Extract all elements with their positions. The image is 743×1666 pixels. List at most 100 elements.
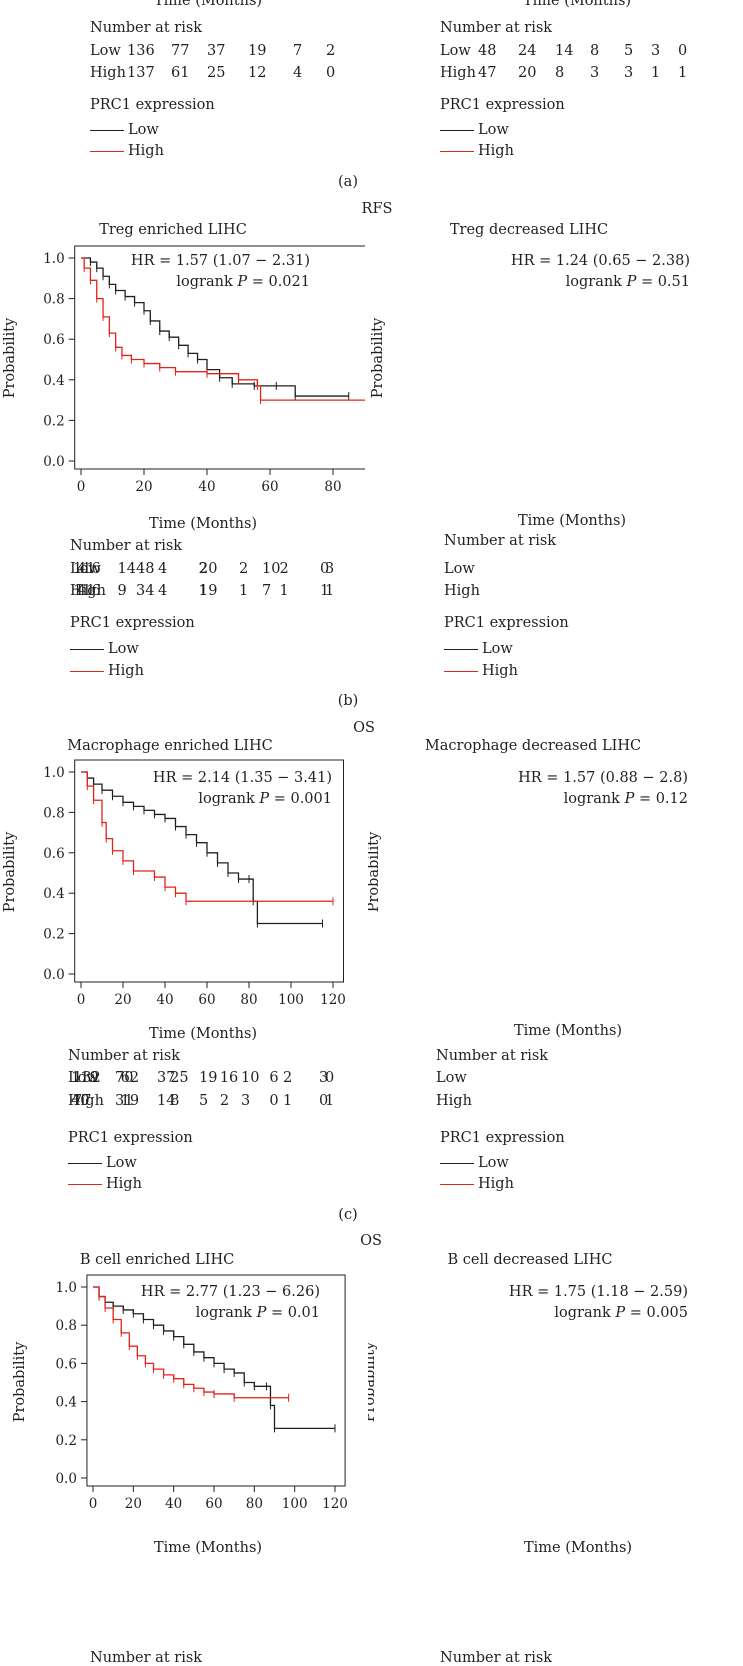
risk-cell: 41 <box>77 583 96 599</box>
risk-cell: 14 <box>555 43 574 59</box>
x-tick-label: 120 <box>322 1496 348 1512</box>
risk-cell: 8 <box>170 1093 180 1109</box>
row-label: High <box>444 583 480 599</box>
legend-swatch-high <box>70 671 104 672</box>
risk-cell: 24 <box>518 43 537 59</box>
legend-label: High <box>108 663 144 679</box>
km-chart-bcell-decreased: B cell decreased LIHC HR = 1.75 (1.18 − 2… <box>368 1252 688 1422</box>
y-tick-label: 0.2 <box>43 413 64 429</box>
risk-cell: 31 <box>115 1093 134 1109</box>
section-title: RFS <box>361 201 393 217</box>
panel-label-a: (a) <box>338 174 358 190</box>
legend-swatch-high <box>444 671 478 672</box>
legend-swatch-low <box>90 130 124 131</box>
risk-cell: 61 <box>171 65 190 81</box>
number-at-risk-heading: Number at risk <box>440 20 553 36</box>
y-tick-label: 0.4 <box>43 373 64 389</box>
legend-label: High <box>482 663 518 679</box>
y-tick-label: 0.0 <box>55 1471 76 1487</box>
y-tick-label: 0.6 <box>43 332 64 348</box>
plot-frame <box>86 1274 346 1487</box>
km-chart-treg-decreased: Treg decreased LIHC HR = 1.24 (0.65 − 2.3… <box>370 222 690 398</box>
risk-cell: 4 <box>158 583 168 599</box>
risk-cell: 3 <box>325 561 335 577</box>
risk-cell: 9 <box>117 583 127 599</box>
risk-cell: 47 <box>478 65 497 81</box>
number-at-risk-heading: Number at risk <box>90 20 203 36</box>
chart-title: B cell enriched LIHC <box>80 1252 234 1268</box>
risk-cell: 2 <box>283 1070 293 1086</box>
panel-label-c: (c) <box>338 1207 358 1223</box>
chart-title: Macrophage decreased LIHC <box>425 738 641 754</box>
legend-label: Low <box>128 122 159 138</box>
legend-heading: PRC1 expression <box>440 97 565 113</box>
hazard-ratio-label: HR = 1.57 (1.07 − 2.31) <box>131 253 310 269</box>
km-chart-treg-enriched: Treg enriched LIHC HR = 1.57 (1.07 − 2.31… <box>2 222 365 493</box>
risk-cell: 2 <box>326 43 336 59</box>
plot-frame <box>74 759 344 983</box>
y-tick-label: 0.8 <box>43 292 64 308</box>
risk-cell: 12 <box>248 65 267 81</box>
risk-cell: 62 <box>120 1070 140 1086</box>
risk-cell: 0 <box>269 1093 279 1109</box>
y-tick-label: 1.0 <box>55 1280 76 1296</box>
y-tick-label: 0.8 <box>43 805 64 821</box>
legend-label: High <box>478 143 514 159</box>
risk-cell: 132 <box>73 1070 101 1086</box>
y-tick-label: 1.0 <box>43 765 64 781</box>
row-label: Low <box>440 43 471 59</box>
risk-cell: 1 <box>320 583 330 599</box>
risk-cell: 34 <box>136 583 155 599</box>
logrank-label: logrank P = 0.021 <box>176 274 310 290</box>
row-label: High <box>440 65 476 81</box>
risk-cell: 40 <box>71 1093 90 1109</box>
number-at-risk-heading: Number at risk <box>444 533 557 549</box>
risk-cell: 70 <box>115 1070 134 1086</box>
risk-cell: 1 <box>651 65 661 81</box>
legend-label: Low <box>478 122 509 138</box>
risk-cell: 19 <box>199 583 218 599</box>
logrank-label: logrank P = 0.01 <box>196 1305 320 1321</box>
risk-cell: 4 <box>293 65 303 81</box>
time-axis-label: Time (Months) <box>522 0 632 9</box>
risk-cell: 3 <box>651 43 661 59</box>
risk-cell: 25 <box>207 65 226 81</box>
legend-swatch-low <box>68 1163 102 1164</box>
risk-cell: 0 <box>326 65 336 81</box>
risk-cell: 1 <box>198 583 208 599</box>
risk-cell: 7 <box>262 583 272 599</box>
number-at-risk-heading: Number at risk <box>68 1048 181 1064</box>
legend-label: High <box>128 143 164 159</box>
number-at-risk-heading: Number at risk <box>90 1650 203 1666</box>
risk-cell: 19 <box>120 1093 140 1109</box>
legend-swatch-low <box>444 649 478 650</box>
y-tick-label: 0.8 <box>55 1318 76 1334</box>
risk-cell: 37 <box>207 43 226 59</box>
hazard-ratio-label: HR = 1.24 (0.65 − 2.38) <box>511 253 690 269</box>
risk-cell: 2 <box>219 1093 230 1109</box>
x-tick-label: 80 <box>246 1496 263 1512</box>
risk-cell: 2 <box>239 561 249 577</box>
y-axis-label: Probability <box>368 831 382 912</box>
risk-cell: 8 <box>555 65 565 81</box>
row-label: High <box>436 1093 472 1109</box>
row-label: High <box>68 1093 104 1109</box>
x-tick-label: 80 <box>324 479 341 493</box>
x-tick-label: 60 <box>198 992 215 1008</box>
risk-cell: 119 <box>71 1070 99 1086</box>
time-axis-label: Time (Months) <box>523 1540 633 1556</box>
y-axis-label: Probability <box>370 317 386 398</box>
chart-title: Macrophage enriched LIHC <box>67 738 273 754</box>
km-chart-bcell-enriched: B cell enriched LIHC HR = 2.77 (1.23 − 6.… <box>12 1252 348 1512</box>
time-axis-label: Time (Months) <box>148 516 258 532</box>
risk-cell: 1 <box>678 65 688 81</box>
risk-cell: 7 <box>293 43 303 59</box>
time-axis-label: Time (Months) <box>153 0 263 9</box>
risk-cell: 3 <box>624 65 634 81</box>
legend-heading: PRC1 expression <box>68 1130 193 1146</box>
row-label: High <box>90 65 126 81</box>
chart-title: Treg enriched LIHC <box>99 222 247 238</box>
km-chart-macrophage-enriched: Macrophage enriched LIHC HR = 2.14 (1.35 … <box>2 738 346 1008</box>
risk-cell: 16 <box>219 1070 239 1086</box>
chart-title: Treg decreased LIHC <box>450 222 608 238</box>
